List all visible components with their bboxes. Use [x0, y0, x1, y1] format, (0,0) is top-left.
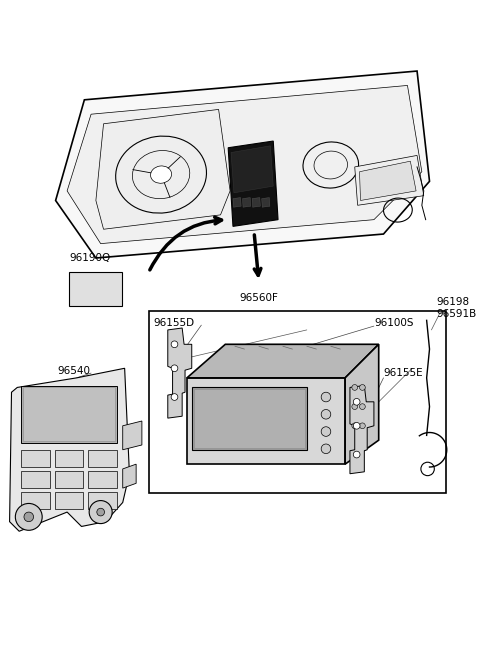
- Bar: [88, 471, 117, 488]
- Ellipse shape: [151, 166, 171, 183]
- Bar: [21, 492, 50, 509]
- Bar: [21, 386, 117, 443]
- Bar: [21, 450, 50, 467]
- Polygon shape: [187, 378, 345, 464]
- Circle shape: [352, 384, 358, 390]
- Polygon shape: [345, 344, 379, 464]
- Circle shape: [352, 423, 358, 428]
- Text: 96155E: 96155E: [384, 368, 423, 379]
- Polygon shape: [262, 197, 270, 207]
- Bar: [149, 311, 446, 493]
- Circle shape: [15, 503, 42, 530]
- Text: 96100S: 96100S: [374, 318, 413, 329]
- Circle shape: [171, 365, 178, 371]
- Circle shape: [321, 427, 331, 436]
- Circle shape: [321, 444, 331, 453]
- Circle shape: [321, 409, 331, 419]
- Polygon shape: [56, 71, 430, 258]
- Polygon shape: [123, 464, 136, 488]
- Circle shape: [352, 403, 358, 409]
- Polygon shape: [67, 85, 422, 243]
- Text: 96560F: 96560F: [240, 293, 278, 304]
- Circle shape: [321, 392, 331, 402]
- Bar: [23, 388, 115, 441]
- Text: 96591B: 96591B: [436, 309, 477, 319]
- Text: 96198: 96198: [436, 297, 469, 307]
- Bar: [88, 492, 117, 509]
- Polygon shape: [360, 161, 416, 201]
- Bar: [69, 272, 122, 306]
- Text: 96190Q: 96190Q: [69, 253, 110, 263]
- Text: 96540: 96540: [58, 366, 91, 377]
- Circle shape: [353, 422, 360, 429]
- Polygon shape: [10, 368, 130, 531]
- Circle shape: [171, 394, 178, 400]
- Polygon shape: [168, 328, 192, 418]
- Bar: [55, 450, 84, 467]
- Circle shape: [353, 451, 360, 458]
- Polygon shape: [96, 110, 230, 229]
- Circle shape: [360, 403, 365, 409]
- Polygon shape: [187, 344, 379, 378]
- Polygon shape: [228, 141, 278, 226]
- Circle shape: [89, 501, 112, 523]
- Bar: [21, 471, 50, 488]
- Circle shape: [353, 398, 360, 405]
- Circle shape: [171, 341, 178, 348]
- Polygon shape: [231, 146, 273, 193]
- Bar: [193, 390, 305, 448]
- Polygon shape: [242, 197, 251, 207]
- Polygon shape: [350, 386, 374, 474]
- Polygon shape: [123, 421, 142, 450]
- Circle shape: [360, 423, 365, 428]
- Bar: [55, 471, 84, 488]
- Circle shape: [360, 384, 365, 390]
- Polygon shape: [355, 155, 424, 205]
- Bar: [192, 388, 307, 450]
- Polygon shape: [233, 197, 241, 207]
- Bar: [55, 492, 84, 509]
- Polygon shape: [252, 197, 260, 207]
- Circle shape: [97, 508, 105, 516]
- Bar: [88, 450, 117, 467]
- Circle shape: [24, 512, 34, 522]
- Text: 96155D: 96155D: [154, 318, 194, 329]
